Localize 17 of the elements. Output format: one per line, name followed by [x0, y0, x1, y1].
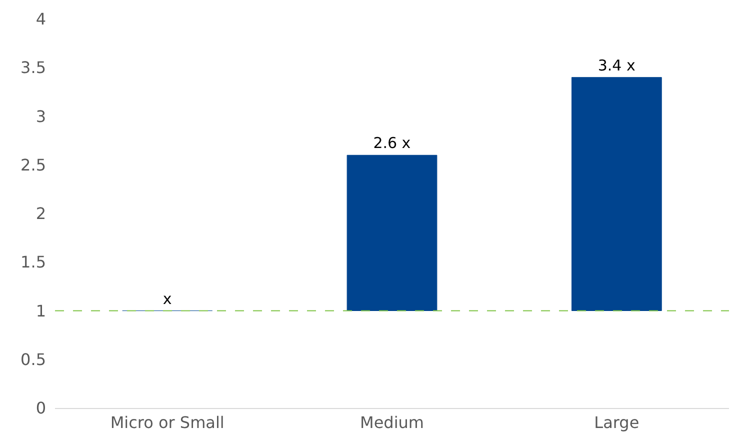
data-label: 3.4 x: [598, 56, 636, 74]
y-tick-label: 3: [36, 106, 46, 126]
y-tick-label: 4: [36, 10, 46, 29]
y-tick-label: 3.5: [20, 58, 46, 78]
y-tick-label: 2.5: [20, 155, 46, 174]
y-tick-label: 1: [36, 301, 46, 320]
bar: [346, 154, 438, 311]
bar: [571, 77, 662, 311]
x-tick-label: Micro or Small: [110, 413, 224, 432]
y-tick-label: 1.5: [20, 252, 46, 272]
y-tick-label: 0.5: [20, 350, 46, 369]
y-tick-label: 0: [36, 398, 46, 418]
data-label: 2.6 x: [373, 134, 411, 152]
data-label: x: [162, 290, 172, 308]
y-tick-label: 2: [36, 204, 46, 224]
x-tick-label: Medium: [360, 413, 424, 432]
x-tick-label: Large: [594, 413, 640, 432]
